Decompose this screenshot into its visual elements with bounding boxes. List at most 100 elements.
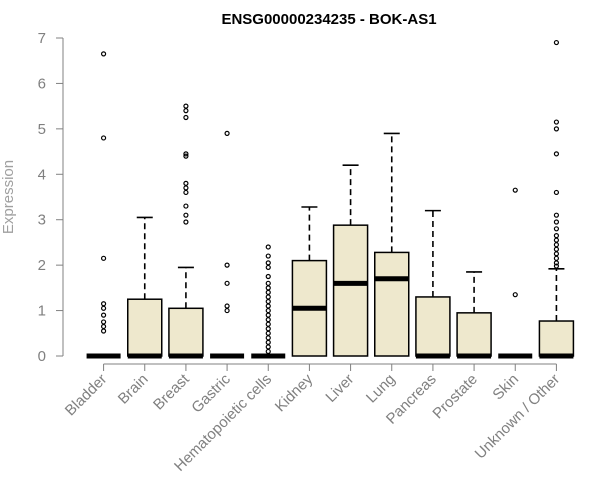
x-tick-label: Breast xyxy=(150,370,193,413)
outlier-point xyxy=(100,301,107,307)
box-group xyxy=(456,271,492,359)
outlier-point xyxy=(265,280,271,286)
outlier-point xyxy=(265,298,271,305)
outlier-point xyxy=(553,151,560,157)
outlier-point xyxy=(224,262,230,268)
outlier-point xyxy=(183,189,189,196)
box xyxy=(415,296,451,357)
x-tick-label: Lung xyxy=(363,371,399,407)
outlier-point xyxy=(265,289,271,295)
y-tick-label: 5 xyxy=(38,121,46,138)
box-group xyxy=(415,209,451,359)
outlier-point xyxy=(100,255,107,261)
y-tick-label: 4 xyxy=(38,166,46,183)
outlier-point xyxy=(100,305,107,311)
outlier-point xyxy=(553,242,560,248)
box xyxy=(538,320,575,357)
outlier-point xyxy=(265,244,271,250)
y-axis: 0 1 2 3 4 5 6 7 xyxy=(38,30,64,365)
outlier-point xyxy=(224,280,230,286)
box xyxy=(374,251,410,357)
box-group xyxy=(210,130,245,359)
chart-title: ENSG00000234235 - BOK-AS1 xyxy=(221,11,436,28)
box-group xyxy=(86,51,121,359)
outlier-point xyxy=(553,233,560,239)
outlier-point xyxy=(265,285,271,291)
y-tick-label: 0 xyxy=(38,348,46,365)
outlier-point xyxy=(183,212,189,218)
box-group xyxy=(498,187,533,359)
outlier-point xyxy=(265,321,271,327)
outlier-point xyxy=(553,237,560,243)
box-group xyxy=(291,206,328,357)
box-group xyxy=(538,39,575,359)
outlier-point xyxy=(183,180,189,186)
outlier-point xyxy=(183,219,189,225)
y-tick-label: 2 xyxy=(38,257,46,274)
outlier-point xyxy=(553,119,560,125)
y-axis-label: Expression xyxy=(0,160,17,234)
outlier-point xyxy=(553,246,560,252)
outlier-point xyxy=(512,187,518,193)
outlier-point xyxy=(265,264,271,271)
box xyxy=(127,298,163,357)
outlier-point xyxy=(265,335,271,341)
outlier-point xyxy=(100,319,107,325)
box-group xyxy=(332,164,369,357)
y-tick-label: 6 xyxy=(38,75,46,92)
x-tick-label: Prostate xyxy=(429,371,481,423)
outlier-point xyxy=(553,263,560,269)
y-tick-label: 1 xyxy=(38,303,46,320)
outlier-point xyxy=(553,255,560,261)
outlier-point xyxy=(553,189,560,196)
outlier-point xyxy=(265,307,271,314)
boxes-group xyxy=(86,39,575,359)
box xyxy=(168,307,204,357)
outlier-point xyxy=(265,326,271,332)
outlier-point xyxy=(265,344,271,350)
box xyxy=(456,312,492,357)
outlier-point xyxy=(265,339,271,345)
outlier-point xyxy=(183,153,189,159)
outlier-point xyxy=(224,130,230,136)
outlier-point xyxy=(183,103,189,109)
x-tick-label: Skin xyxy=(489,371,522,404)
outlier-point xyxy=(265,348,271,355)
outlier-point xyxy=(512,292,518,298)
outlier-point xyxy=(265,330,271,336)
outlier-point xyxy=(553,126,560,132)
outlier-point xyxy=(265,253,271,259)
outlier-point xyxy=(553,39,560,46)
outlier-point xyxy=(553,212,560,218)
box-group xyxy=(168,103,204,359)
outlier-point xyxy=(265,312,271,318)
outlier-point xyxy=(265,273,271,280)
outlier-point xyxy=(100,51,107,57)
y-tick-label: 7 xyxy=(38,30,46,47)
y-tick-label: 3 xyxy=(38,212,46,229)
outlier-point xyxy=(224,307,230,314)
box-group xyxy=(251,244,286,359)
outlier-point xyxy=(100,323,107,330)
outlier-point xyxy=(100,312,107,318)
outlier-point xyxy=(100,135,107,141)
outlier-point xyxy=(265,303,271,309)
box xyxy=(332,224,369,357)
box-group xyxy=(127,216,163,359)
outlier-point xyxy=(553,219,560,225)
outlier-point xyxy=(553,251,560,257)
outlier-point xyxy=(183,114,189,121)
outlier-point xyxy=(183,185,189,191)
outlier-point xyxy=(183,203,189,209)
outlier-point xyxy=(183,108,189,114)
outlier-point xyxy=(183,151,189,157)
x-tick-label: Liver xyxy=(322,371,357,406)
box-group xyxy=(374,132,410,357)
outlier-point xyxy=(100,328,107,334)
x-tick-label: Bladder xyxy=(62,371,111,420)
outlier-point xyxy=(553,226,560,232)
outlier-point xyxy=(265,317,271,323)
outlier-point xyxy=(553,260,560,266)
outlier-point xyxy=(265,294,271,300)
